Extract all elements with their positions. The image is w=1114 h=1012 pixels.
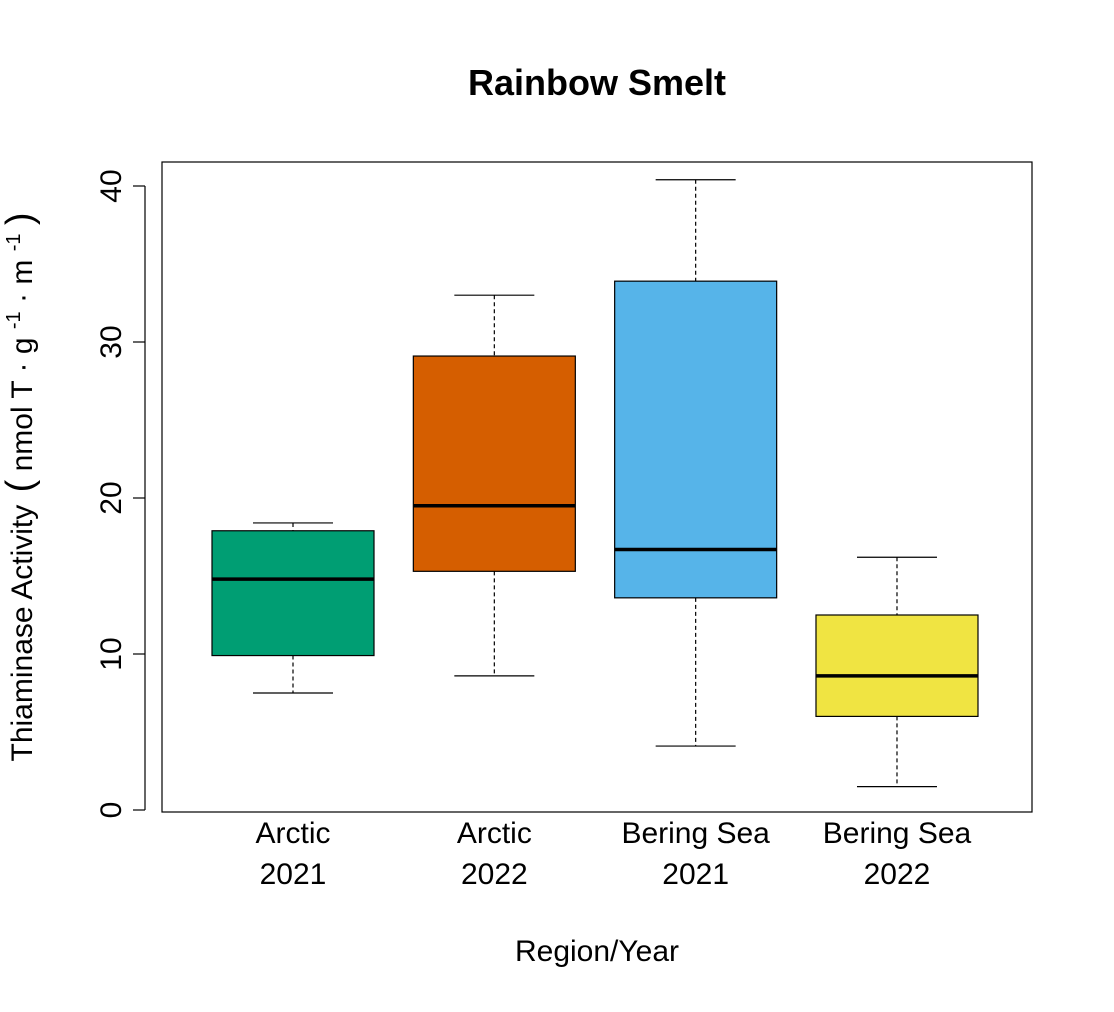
boxes-layer [211,179,979,788]
y-axis-label-unit-mid: · m [6,260,39,303]
iqr-box [211,530,375,657]
y-axis-label-unit-base: nmol T · g [6,337,39,471]
x-tick-label-line1: Bering Sea [823,817,972,850]
y-axis-label-main: Thiaminase Activity [6,505,39,762]
x-axis: Arctic 2021 Arctic 2022 Bering Sea 2021 Bering… [256,817,972,891]
y-axis-label-close-paren: ) [0,212,41,225]
y-tick-label: 40 [95,169,128,202]
y-tick-label: 30 [95,325,128,358]
y-tick-label: 0 [95,802,128,819]
box-group [211,522,375,694]
y-axis-label-unit-sup2: -1 [3,233,25,251]
box-group [412,294,576,677]
iqr-box [614,280,778,599]
box-group [815,556,979,788]
iqr-box [412,355,576,572]
x-tick-label-line1: Arctic [256,817,331,850]
iqr-box [815,614,979,718]
x-tick-label-line2: 2022 [864,858,931,891]
x-tick-label-line1: Arctic [457,817,532,850]
y-axis-label: Thiaminase Activity ( nmol T · g -1 · m … [0,212,41,761]
x-tick-label-line2: 2022 [461,858,528,891]
plot-frame [161,161,1033,813]
y-tick-label: 10 [95,637,128,670]
y-tick-label: 20 [95,481,128,514]
y-axis: 0 10 20 30 40 [95,169,146,819]
x-tick-label-line1: Bering Sea [621,817,770,850]
y-axis-label-open-paren: ( [0,479,41,492]
x-tick-label-line2: 2021 [662,858,729,891]
chart-title: Rainbow Smelt [468,62,726,103]
x-axis-label: Region/Year [515,935,679,968]
box-group [614,179,778,747]
x-tick-label-line2: 2021 [260,858,327,891]
y-axis-label-unit-sup1: -1 [3,311,25,329]
